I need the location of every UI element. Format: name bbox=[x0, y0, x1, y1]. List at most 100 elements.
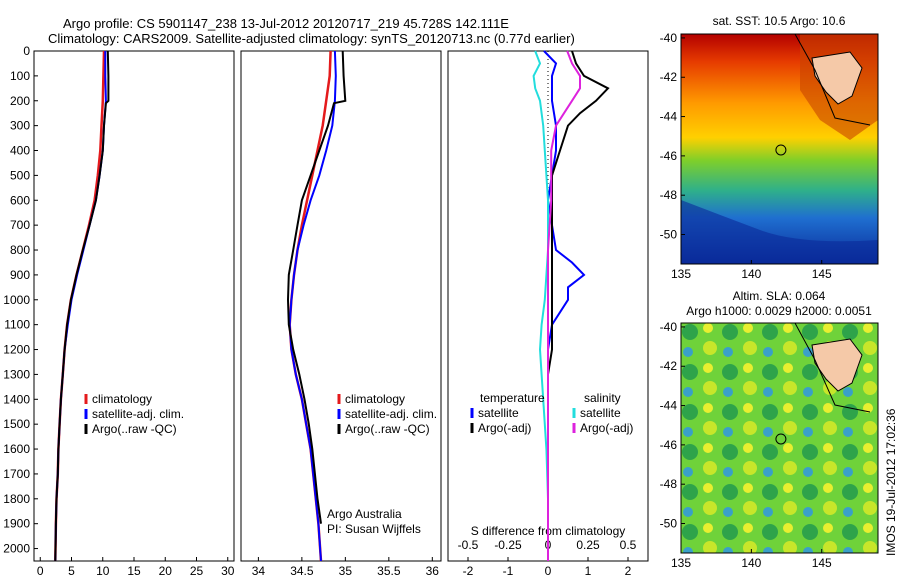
y-tick-label: 500 bbox=[10, 168, 30, 182]
x-tick-label: 1 bbox=[585, 564, 592, 578]
x-tick-label: 34.5 bbox=[290, 564, 314, 578]
x-tick-label: 10 bbox=[96, 564, 110, 578]
x-tick-label: 35.5 bbox=[377, 564, 401, 578]
legend-entry: satellite-adj. clim. bbox=[345, 407, 437, 421]
sla-map-title: Altim. SLA: 0.064 bbox=[733, 289, 826, 303]
sla-map-panel: Altim. SLA: 0.064 Argo h1000: 0.0029 h20… bbox=[660, 289, 879, 570]
map-y-tick-label: -50 bbox=[660, 517, 678, 531]
shelf-contour bbox=[794, 323, 871, 413]
x-axis-label: temperature (deg C) bbox=[80, 578, 188, 580]
temperature-panel: 0 5 10 15 20 25 300100200300400500600700800900… bbox=[3, 44, 234, 580]
tasmania-land bbox=[811, 51, 863, 105]
y-tick-label: 1900 bbox=[3, 517, 30, 531]
sst-map-panel: sat. SST: 10.5 Argo: 10.6 135 140 145 -40 -4… bbox=[660, 14, 879, 281]
map-x-tick-label: 140 bbox=[741, 556, 761, 570]
legend-entry: satellite bbox=[478, 406, 519, 420]
x-tick-label: 0 bbox=[37, 564, 44, 578]
legend-entry: climatology bbox=[345, 392, 405, 406]
x-tick-label: -1 bbox=[503, 564, 514, 578]
x-tick-label: 34 bbox=[252, 564, 266, 578]
x-tick-label: 30 bbox=[221, 564, 235, 578]
y-tick-label: 600 bbox=[10, 193, 30, 207]
legend-entry: Argo(..raw -QC) bbox=[92, 422, 177, 436]
y-tick-label: 100 bbox=[10, 69, 30, 83]
y-tick-label: 0 bbox=[23, 44, 30, 58]
legend-entry: satellite-adj. clim. bbox=[92, 407, 184, 421]
x-axis-label: salinity bbox=[323, 578, 360, 580]
s-tick-label: 0.5 bbox=[620, 538, 637, 552]
y-tick-label: 1300 bbox=[3, 367, 30, 381]
x-tick-label: 2 bbox=[625, 564, 632, 578]
difference-panel: -2 -1 0 1 2T difference from climatology -0.5… bbox=[447, 50, 649, 580]
series-argo-line bbox=[286, 50, 347, 524]
x-tick-label: 0 bbox=[545, 564, 552, 578]
map-x-tick-label: 135 bbox=[671, 267, 691, 281]
argo-float-marker bbox=[775, 144, 787, 156]
y-tick-label: 1700 bbox=[3, 467, 30, 481]
legend-entry: satellite bbox=[580, 406, 621, 420]
map-y-tick-label: -42 bbox=[660, 70, 678, 84]
sst-map-frame bbox=[680, 33, 879, 265]
sst-map-title: sat. SST: 10.5 Argo: 10.6 bbox=[713, 14, 846, 28]
x-axis-label: T difference from climatology bbox=[471, 578, 625, 580]
y-tick-label: 300 bbox=[10, 119, 30, 133]
map-x-tick-label: 135 bbox=[671, 556, 691, 570]
x-tick-label: 36 bbox=[426, 564, 440, 578]
map-y-tick-label: -48 bbox=[660, 188, 678, 202]
legend-entry: Argo(-adj) bbox=[580, 421, 633, 435]
s-tick-label: 0.25 bbox=[576, 538, 600, 552]
legend-group-title: salinity bbox=[584, 391, 621, 405]
series-argo-line bbox=[54, 50, 110, 562]
sla-map-frame bbox=[680, 322, 879, 554]
sst-cold-region bbox=[681, 200, 878, 264]
x-tick-label: 35 bbox=[339, 564, 353, 578]
timestamp-label: IMOS 19-Jul-2012 17:02:36 bbox=[884, 408, 898, 556]
y-tick-label: 200 bbox=[10, 94, 30, 108]
legend-entry: Argo(..raw -QC) bbox=[345, 422, 430, 436]
y-tick-label: 1800 bbox=[3, 492, 30, 506]
plot-area bbox=[33, 50, 235, 562]
y-tick-label: 2000 bbox=[3, 542, 30, 556]
sla-map-subtitle: Argo h1000: 0.0029 h2000: 0.0051 bbox=[686, 304, 872, 318]
map-y-tick-label: -46 bbox=[660, 149, 678, 163]
y-tick-label: 900 bbox=[10, 268, 30, 282]
legend-group-title: temperature bbox=[480, 391, 545, 405]
y-tick-label: 1400 bbox=[3, 392, 30, 406]
tasmania-land bbox=[811, 338, 863, 392]
argo-float-marker bbox=[775, 433, 787, 445]
map-x-tick-label: 145 bbox=[812, 556, 832, 570]
legend-entry: climatology bbox=[92, 392, 152, 406]
plot-area bbox=[240, 50, 442, 562]
salinity-panel: 34 34.5 35 35.5 36 salinity climatologysatelli… bbox=[240, 50, 442, 580]
series-s-line bbox=[547, 50, 581, 561]
x-tick-label: -2 bbox=[463, 564, 474, 578]
y-tick-label: 1600 bbox=[3, 442, 30, 456]
map-y-tick-label: -44 bbox=[660, 399, 678, 413]
x-tick-label: 25 bbox=[190, 564, 204, 578]
header-line2: Climatology: CARS2009. Satellite-adjuste… bbox=[48, 31, 575, 46]
map-y-tick-label: -48 bbox=[660, 477, 678, 491]
y-tick-label: 1200 bbox=[3, 343, 30, 357]
y-tick-label: 800 bbox=[10, 243, 30, 257]
annotation-line: Argo Australia bbox=[327, 507, 402, 521]
legend-entry: Argo(-adj) bbox=[478, 421, 531, 435]
map-y-tick-label: -44 bbox=[660, 110, 678, 124]
map-y-tick-label: -40 bbox=[660, 320, 678, 334]
s-tick-label: -0.25 bbox=[494, 538, 522, 552]
annotation-line: PI: Susan Wijffels bbox=[327, 522, 421, 536]
y-tick-label: 1000 bbox=[3, 293, 30, 307]
shelf-contour bbox=[794, 34, 871, 126]
header-line1: Argo profile: CS 5901147_238 13-Jul-2012… bbox=[63, 16, 509, 31]
y-tick-label: 400 bbox=[10, 144, 30, 158]
x-tick-label: 20 bbox=[159, 564, 173, 578]
map-y-tick-label: -42 bbox=[660, 359, 678, 373]
map-y-tick-label: -50 bbox=[660, 228, 678, 242]
s-tick-label: -0.5 bbox=[458, 538, 479, 552]
x-tick-label: 15 bbox=[127, 564, 141, 578]
map-x-tick-label: 145 bbox=[812, 267, 832, 281]
series-satellite-line bbox=[288, 50, 337, 562]
map-y-tick-label: -40 bbox=[660, 31, 678, 45]
map-y-tick-label: -46 bbox=[660, 438, 678, 452]
x-tick-label: 5 bbox=[68, 564, 75, 578]
